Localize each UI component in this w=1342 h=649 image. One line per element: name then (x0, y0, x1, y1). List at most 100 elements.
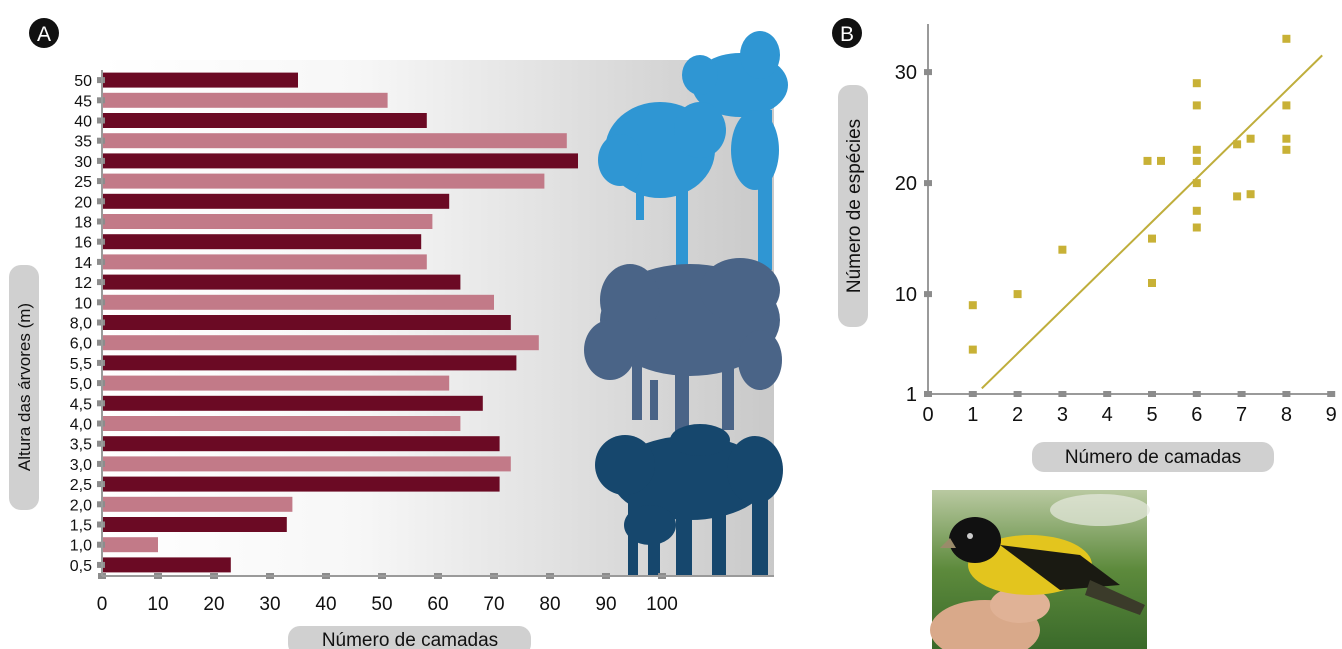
x-tick-label: 0 (97, 594, 108, 615)
x-tick-label: 0 (922, 404, 933, 426)
x-tick-label: 4 (1102, 404, 1113, 426)
scatter-point-5 (1157, 156, 1165, 165)
y-tick-label: 8,0 (70, 316, 92, 333)
bar-0,5 (102, 557, 231, 573)
bar-35 (102, 133, 567, 149)
y-tick-label: 2,5 (70, 477, 92, 494)
y-axis-title-pill-b (838, 85, 868, 327)
y-tick-labels: 50 45 40 35 30 25 20 18 16 14 12 10 8,0 6,0 5,5 5,0 4,5 4… (70, 73, 105, 575)
y-tick-label: 50 (74, 73, 92, 90)
y-tick-label: 1,5 (70, 518, 92, 535)
x-tick-label: 10 (147, 594, 168, 615)
y-tick-label: 1 (906, 384, 917, 406)
scatter-point-8 (1192, 79, 1201, 88)
x-tick-label: 50 (371, 594, 392, 615)
y-axis-title-text-b: Número de espécies (844, 119, 865, 293)
forest-illustration (584, 31, 788, 576)
bar-18 (102, 214, 433, 229)
y-tick-label: 10 (895, 284, 917, 306)
x-tick-mark (968, 391, 977, 397)
scatter-point-9 (1192, 101, 1201, 110)
y-tick-label: 3,0 (70, 457, 92, 474)
canopy-mid-trees (584, 258, 782, 445)
y-tick-label: 5,5 (70, 356, 92, 373)
scatter-point-11 (1192, 156, 1201, 165)
y-tick-labels-b: 1 10 20 30 (895, 62, 932, 406)
bar-1,0 (102, 537, 158, 553)
x-tick-label: 3 (1057, 404, 1068, 426)
y-tick-label: 14 (74, 255, 92, 272)
canopy-top-trees (598, 31, 788, 270)
panel-a: 50 45 40 35 30 25 20 18 16 14 12 10 8,0 6,0 5,5 5,0 4,5 4… (9, 18, 788, 649)
y-tick-label: 3,5 (70, 437, 92, 454)
x-axis-title-a: Número de camadas (288, 626, 531, 649)
x-tick-label: 1 (967, 404, 978, 426)
bar-8,0 (102, 315, 511, 330)
x-tick-label: 100 (646, 594, 678, 615)
y-tick-label: 16 (74, 235, 92, 252)
x-tick-label: 20 (203, 594, 224, 615)
x-tick-label: 80 (539, 594, 560, 615)
bar-2,0 (102, 496, 293, 512)
x-axis-title-b: Número de camadas (1032, 442, 1274, 472)
bar-40 (102, 113, 427, 128)
x-tick-label: 9 (1326, 404, 1337, 426)
scatter-point-15 (1233, 140, 1242, 149)
y-tick-label: 4,5 (70, 396, 92, 413)
scatter-point-12 (1192, 179, 1201, 188)
y-axis-title-b: Número de espécies (838, 85, 868, 327)
x-axis-title-text: Número de camadas (322, 630, 498, 649)
bar-25 (102, 173, 545, 189)
canopy-low-trees (595, 424, 783, 576)
x-tick-mark (924, 391, 932, 397)
scatter-point-13 (1192, 206, 1201, 215)
y-tick-mark (924, 69, 932, 76)
y-tick-label: 25 (74, 174, 92, 191)
bar-6,0 (102, 335, 539, 351)
scatter-point-7 (1148, 279, 1156, 287)
x-tick-label: 8 (1281, 404, 1292, 426)
bar-series (102, 72, 578, 573)
bar-3,0 (102, 456, 511, 472)
y-tick-label: 4,0 (70, 417, 92, 434)
bar-3,5 (102, 436, 500, 452)
scatter-point-4 (1143, 156, 1152, 165)
trend-line (981, 54, 1323, 390)
y-tick-label: 5,0 (70, 376, 92, 393)
bar-16 (102, 234, 422, 250)
y-tick-label: 2,0 (70, 497, 92, 514)
y-tick-label: 10 (74, 295, 92, 312)
bar-5,5 (102, 355, 517, 371)
bar-4,0 (102, 416, 461, 431)
y-tick-label: 12 (74, 275, 92, 292)
bar-4,5 (102, 395, 483, 411)
x-tick-mark (1058, 391, 1067, 397)
y-axis-title-a: Altura das árvores (m) (9, 265, 39, 510)
scatter-point-22 (1282, 145, 1291, 154)
x-axis-title-pill (288, 626, 531, 649)
y-axis-title-pill (9, 265, 39, 510)
x-tick-mark (1327, 391, 1336, 397)
y-tick-label: 45 (74, 93, 92, 110)
x-tick-mark (1148, 391, 1156, 397)
x-tick-mark (1103, 391, 1112, 397)
x-tick-mark (1192, 391, 1201, 397)
x-tick-label: 40 (315, 594, 336, 615)
panel-a-label: A (37, 23, 51, 46)
scatter-point-20 (1282, 101, 1291, 110)
x-axis-title-pill-b (1032, 442, 1274, 472)
x-tick-label: 7 (1236, 404, 1247, 426)
panel-b-badge (832, 18, 862, 48)
bar-5,0 (102, 375, 450, 391)
y-tick-mark (924, 180, 932, 187)
y-tick-label: 0,5 (70, 558, 92, 575)
x-axis-title-text-b: Número de camadas (1065, 447, 1241, 468)
bar-10 (102, 294, 494, 310)
bar-1,5 (102, 517, 287, 532)
panel-b-label: B (840, 23, 854, 46)
x-tick-labels-b: 0 1 2 3 4 5 6 7 8 9 (922, 391, 1337, 426)
scatter-point-6 (1148, 234, 1156, 243)
scatter-point-19 (1282, 34, 1291, 43)
